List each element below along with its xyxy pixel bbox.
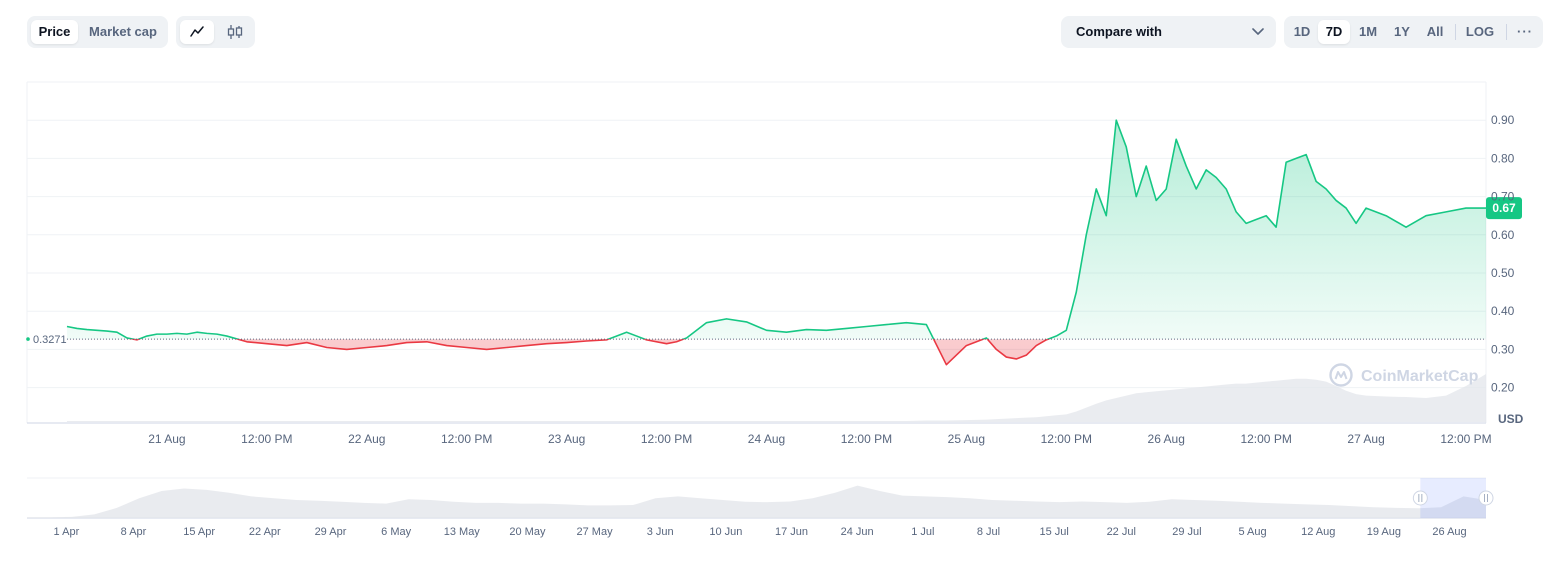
time-range-toggle: 1D 7D 1M 1Y All LOG ··· xyxy=(1284,16,1543,48)
price-line-down xyxy=(128,339,1051,366)
y-tick-label: 0.60 xyxy=(1491,228,1515,242)
price-tab[interactable]: Price xyxy=(31,20,78,44)
navigator-volume-area xyxy=(27,485,1486,518)
compare-with-dropdown[interactable]: Compare with xyxy=(1061,16,1276,48)
x-tick-label: 12:00 PM xyxy=(1041,432,1092,446)
navigator-tick-label: 3 Jun xyxy=(647,526,674,538)
candlestick-button[interactable] xyxy=(218,20,252,44)
x-tick-label: 12:00 PM xyxy=(841,432,892,446)
y-tick-label: 0.40 xyxy=(1491,304,1515,318)
navigator-tick-label: 15 Apr xyxy=(183,526,215,538)
navigator-tick-label: 22 Jul xyxy=(1107,526,1136,538)
coinmarketcap-watermark: CoinMarketCap xyxy=(1329,363,1479,387)
navigator-tick-label: 5 Aug xyxy=(1238,526,1266,538)
range-all-button[interactable]: All xyxy=(1426,24,1444,39)
navigator-tick-label: 1 Apr xyxy=(54,526,80,538)
chart-style-toggle xyxy=(176,16,255,48)
navigator-tick-label: 13 May xyxy=(444,526,481,538)
navigator-tick-label: 12 Aug xyxy=(1301,526,1335,538)
line-chart-icon xyxy=(190,26,204,37)
x-tick-label: 25 Aug xyxy=(948,432,985,446)
x-tick-label: 23 Aug xyxy=(548,432,585,446)
x-tick-label: 12:00 PM xyxy=(241,432,292,446)
y-tick-label: 0.50 xyxy=(1491,266,1515,280)
x-tick-label: 21 Aug xyxy=(148,432,185,446)
coinmarketcap-logo-icon xyxy=(1329,363,1353,387)
chart-type-toggle: Price Market cap xyxy=(27,16,168,48)
chevron-down-icon xyxy=(1252,28,1264,35)
currency-label: USD xyxy=(1498,412,1524,426)
navigator-tick-label: 20 May xyxy=(509,526,546,538)
range-7d-button[interactable]: 7D xyxy=(1318,20,1350,44)
market-cap-tab[interactable]: Market cap xyxy=(89,24,157,39)
y-tick-label: 0.80 xyxy=(1491,151,1515,165)
navigator-tick-label: 1 Jul xyxy=(911,526,934,538)
range-1m-button[interactable]: 1M xyxy=(1358,24,1378,39)
range-1y-button[interactable]: 1Y xyxy=(1394,24,1410,39)
baseline-label: 0.3271 xyxy=(33,334,67,346)
candlestick-icon xyxy=(227,25,243,39)
navigator-left-handle[interactable] xyxy=(1412,490,1428,506)
y-tick-label: 0.20 xyxy=(1491,381,1515,395)
log-scale-button[interactable]: LOG xyxy=(1465,24,1495,39)
toolbar-divider xyxy=(1455,24,1456,40)
x-tick-label: 22 Aug xyxy=(348,432,385,446)
navigator-tick-label: 26 Aug xyxy=(1432,526,1466,538)
range-1d-button[interactable]: 1D xyxy=(1293,24,1311,39)
volume-area xyxy=(66,374,1486,422)
x-tick-label: 26 Aug xyxy=(1148,432,1185,446)
x-tick-label: 12:00 PM xyxy=(641,432,692,446)
y-tick-label: 0.90 xyxy=(1491,113,1515,127)
price-area-below-baseline xyxy=(66,339,1486,365)
line-chart-button[interactable] xyxy=(180,20,214,44)
navigator-tick-label: 22 Apr xyxy=(249,526,281,538)
navigator-selection[interactable] xyxy=(1420,478,1486,518)
x-tick-label: 12:00 PM xyxy=(1440,432,1491,446)
navigator-tick-label: 29 Jul xyxy=(1172,526,1201,538)
navigator-right-handle[interactable] xyxy=(1478,490,1494,506)
current-price-tag xyxy=(1486,197,1522,220)
navigator-tick-label: 8 Apr xyxy=(121,526,147,538)
x-tick-label: 12:00 PM xyxy=(441,432,492,446)
navigator-tick-label: 17 Jun xyxy=(775,526,808,538)
current-price-label: 0.67 xyxy=(1492,201,1516,215)
range-navigator[interactable]: 1 Apr 8 Apr 15 Apr 22 Apr 29 Apr 6 May 13 May 2… xyxy=(27,477,1494,538)
navigator-tick-label: 29 Apr xyxy=(315,526,347,538)
price-area-above-baseline xyxy=(66,120,1486,340)
baseline-marker xyxy=(26,337,30,341)
price-line-up xyxy=(66,119,1486,340)
navigator-tick-label: 8 Jul xyxy=(977,526,1000,538)
x-tick-label: 12:00 PM xyxy=(1240,432,1291,446)
x-tick-label: 24 Aug xyxy=(748,432,785,446)
compare-with-label: Compare with xyxy=(1076,24,1162,39)
navigator-tick-label: 19 Aug xyxy=(1367,526,1401,538)
navigator-tick-label: 15 Jul xyxy=(1039,526,1068,538)
more-options-button[interactable]: ··· xyxy=(1517,24,1533,39)
watermark-text: CoinMarketCap xyxy=(1361,368,1479,385)
y-tick-label: 0.30 xyxy=(1491,342,1515,356)
navigator-tick-label: 6 May xyxy=(381,526,411,538)
navigator-tick-label: 10 Jun xyxy=(709,526,742,538)
x-tick-label: 27 Aug xyxy=(1347,432,1384,446)
navigator-tick-label: 24 Jun xyxy=(841,526,874,538)
navigator-tick-label: 27 May xyxy=(577,526,614,538)
y-tick-label: 0.70 xyxy=(1491,190,1515,204)
toolbar-divider xyxy=(1506,24,1507,40)
